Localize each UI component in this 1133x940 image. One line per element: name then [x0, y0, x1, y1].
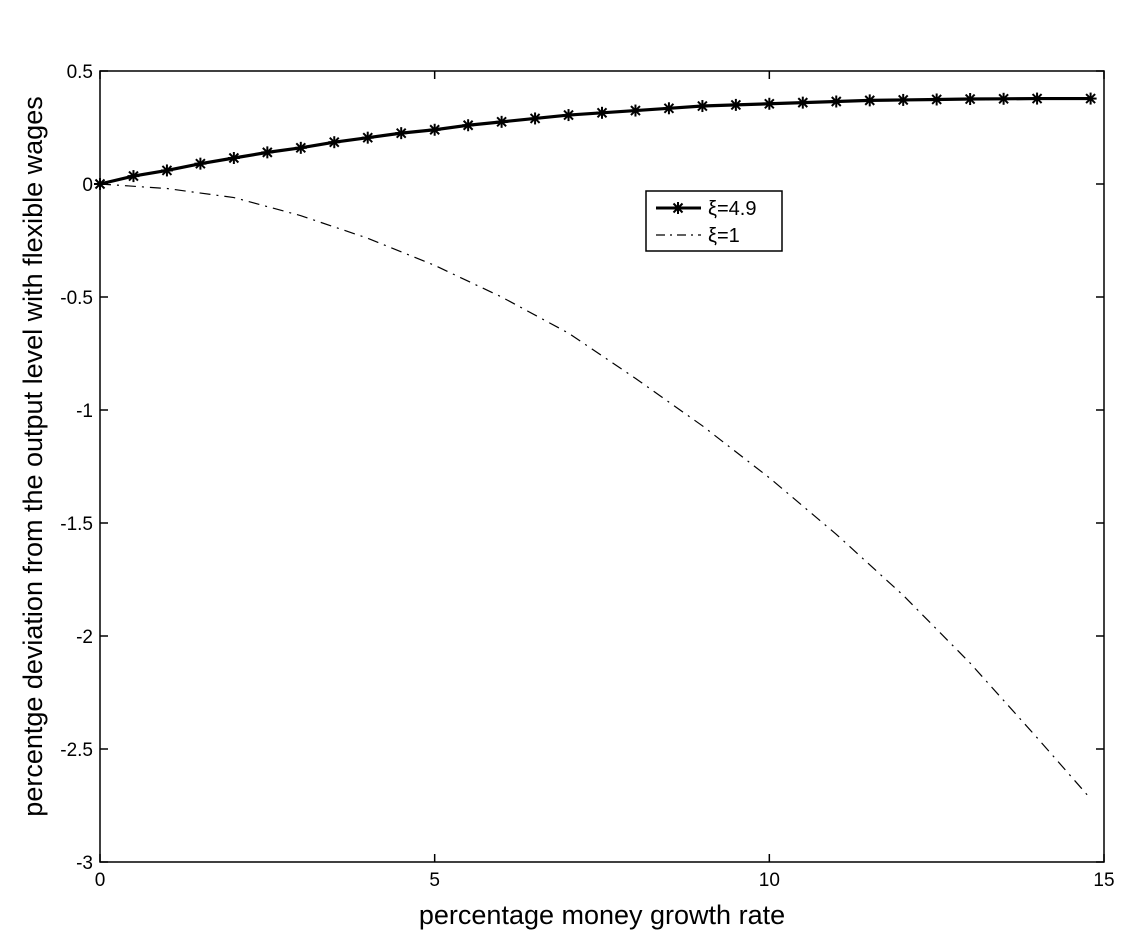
x-tick-label: 5: [429, 870, 440, 891]
data-point-marker: [562, 109, 575, 122]
data-point-marker: [863, 94, 876, 107]
y-tick-label: 0.5: [67, 62, 93, 83]
x-tick-label: 15: [1093, 870, 1114, 891]
data-point-marker: [830, 95, 843, 108]
data-point-marker: [361, 131, 374, 144]
data-point-marker: [495, 115, 508, 128]
data-point-marker: [729, 98, 742, 111]
data-point-marker: [662, 102, 675, 115]
x-tick-label: 10: [759, 870, 780, 891]
series-layer: [94, 92, 1097, 800]
data-point-marker: [294, 141, 307, 154]
y-axis-label: percentge deviation from the output leve…: [18, 96, 48, 816]
data-point-marker: [596, 106, 608, 119]
data-point-marker: [629, 104, 642, 117]
y-tick-label: -0.5: [60, 288, 93, 309]
data-point-marker: [930, 93, 943, 106]
data-point-marker: [1084, 92, 1097, 105]
y-tick-label: 0: [82, 175, 93, 196]
y-tick-label: -1.5: [60, 514, 93, 535]
y-tick-label: -2: [76, 627, 93, 648]
plot-area: [99, 70, 1105, 863]
legend-label-xi-4.9: ξ=4.9: [708, 198, 756, 220]
data-point-marker: [997, 92, 1010, 105]
data-point-marker: [763, 97, 776, 110]
legend-marker-xi-4.9: [672, 202, 684, 214]
data-point-marker: [261, 146, 274, 159]
legend-label-xi-1: ξ=1: [708, 225, 740, 247]
y-tick-label: -1: [76, 401, 93, 422]
series-line-xi-4.9: [99, 96, 1091, 186]
data-point-marker: [897, 93, 910, 106]
data-point-marker: [696, 100, 709, 113]
legend-star-icon: [672, 202, 684, 214]
data-point-marker: [462, 119, 475, 132]
y-tick-label: -2.5: [60, 740, 93, 761]
data-point-marker: [529, 112, 542, 125]
data-point-marker: [328, 136, 341, 149]
series-line-xi-1: [99, 183, 1092, 800]
axis-ticks: 0 5 10 15 0.5 0 -0.5 -1 -1.5 -2 -2.5 -3: [60, 62, 1114, 891]
y-tick-label: -3: [76, 853, 93, 874]
data-point-marker: [1031, 92, 1044, 105]
data-point-marker: [796, 96, 809, 109]
data-point-marker: [160, 164, 173, 177]
x-tick-label: 0: [95, 870, 106, 891]
data-point-marker: [428, 123, 441, 136]
data-point-marker: [127, 170, 140, 183]
data-point-marker: [964, 93, 977, 106]
legend-box: [645, 190, 783, 252]
data-point-marker: [227, 152, 240, 165]
data-point-marker: [194, 157, 207, 170]
legend: ξ=4.9 ξ=1: [645, 190, 783, 252]
x-axis-label: percentage money growth rate: [419, 900, 785, 930]
data-point-marker: [395, 127, 408, 140]
